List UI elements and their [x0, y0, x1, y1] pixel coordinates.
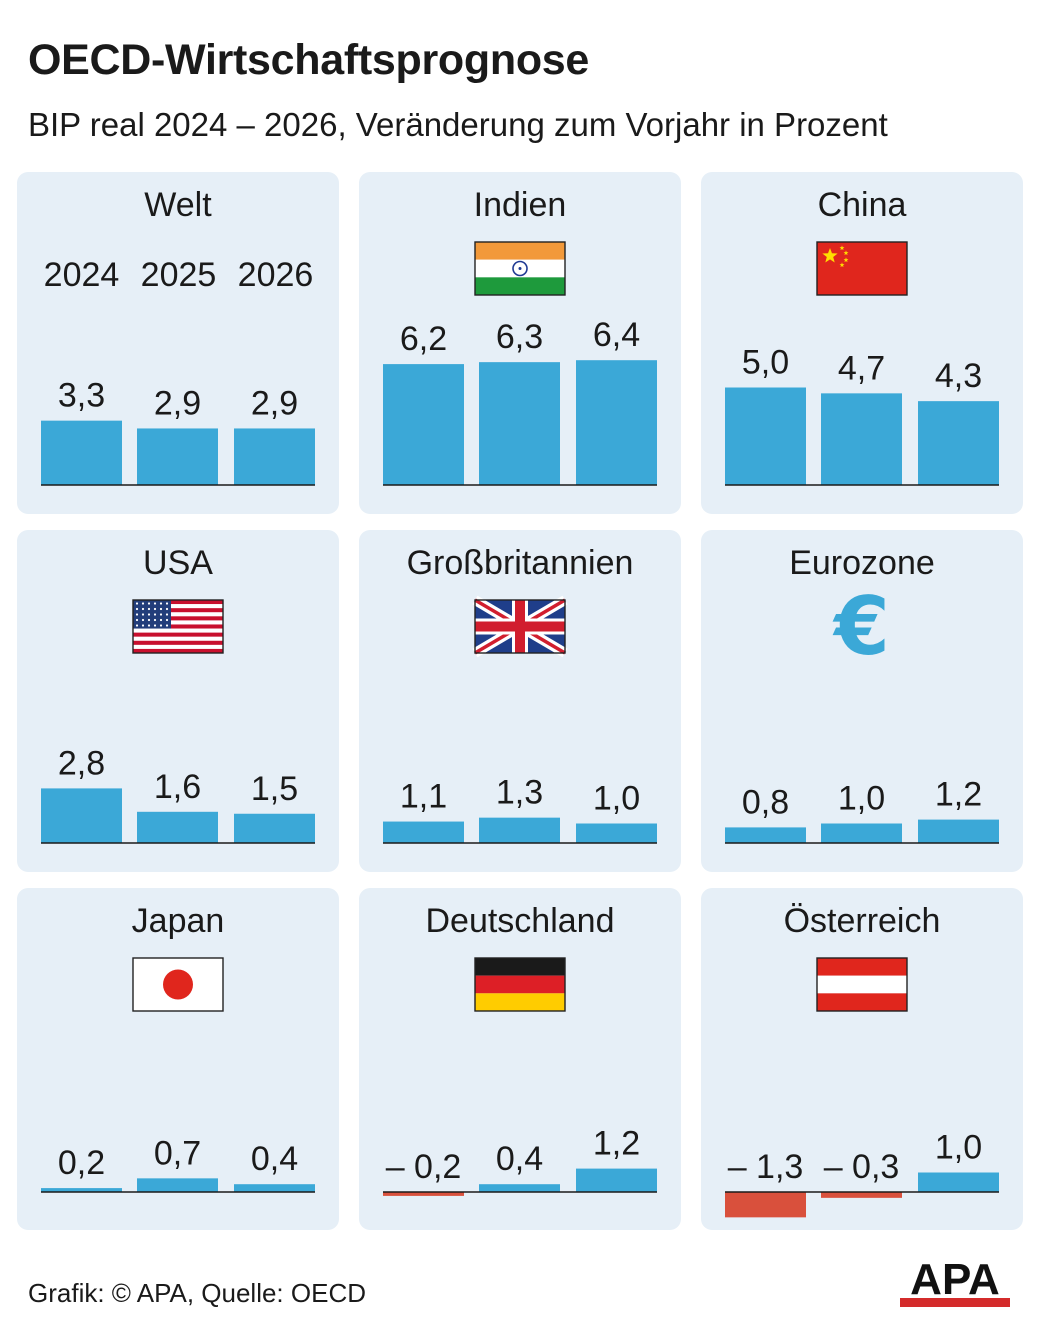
flag-uk-icon [472, 595, 568, 658]
flag-japan-icon [132, 957, 224, 1012]
value-label: 6,3 [496, 318, 543, 356]
bar-2026 [234, 813, 315, 843]
panel-oesterreich: Österreich – 1,3 – 0,3 1,0 [701, 888, 1023, 1230]
bar-2026 [234, 1184, 315, 1192]
value-label: 2,9 [154, 384, 201, 422]
value-label: 4,3 [935, 357, 982, 395]
bar-chart-japan: 0,2 0,7 0,4 [41, 957, 315, 1193]
value-label: 3,3 [58, 377, 105, 415]
panel-deutschland: Deutschland – 0,2 0,4 1,2 [359, 888, 681, 1230]
country-label: USA [143, 544, 213, 582]
value-label: 0,8 [742, 783, 789, 821]
apa-logo-text: APA [910, 1258, 1000, 1304]
country-label: Indien [473, 186, 567, 224]
bar-2025 [821, 393, 902, 485]
country-label: China [817, 186, 907, 224]
value-label: 6,2 [400, 320, 447, 358]
bar-chart-china: 5,0 4,7 4,3 [725, 241, 999, 486]
country-label: Eurozone [789, 544, 935, 582]
bar-2025 [821, 1192, 902, 1198]
value-label: 1,0 [838, 780, 885, 818]
bar-2025 [479, 817, 560, 843]
value-label: 2,9 [251, 384, 298, 422]
value-label: 1,0 [935, 1129, 982, 1167]
bar-2026 [918, 1172, 999, 1192]
bar-2024 [383, 821, 464, 843]
value-label: 1,3 [496, 774, 543, 812]
value-label: 0,2 [58, 1144, 105, 1182]
svg-text:€: € [832, 580, 890, 673]
bar-2024 [383, 1192, 464, 1196]
flag-china-icon [816, 241, 908, 296]
chart-title: OECD-Wirtschaftsprognose [28, 36, 590, 84]
bar-2024 [41, 420, 122, 485]
bar-chart-indien: 6,2 6,3 6,4 [383, 241, 657, 486]
bar-2025 [479, 1184, 560, 1192]
bar-2026 [576, 1168, 657, 1192]
value-label: 6,4 [593, 316, 640, 354]
bar-chart-grossbritannien: 1,1 1,3 1,0 [383, 595, 657, 844]
bar-2025 [821, 823, 902, 843]
panel-usa: USA 2,8 1,6 1,5 [17, 530, 339, 872]
country-label: Japan [131, 902, 225, 940]
bar-2026 [918, 401, 999, 485]
value-label: 1,0 [593, 780, 640, 818]
bar-2026 [576, 360, 657, 485]
bar-2024 [383, 364, 464, 485]
year-label: 2026 [237, 256, 314, 294]
value-label: 0,7 [154, 1134, 201, 1172]
flag-austria-icon [816, 957, 908, 1012]
flag-germany-icon [474, 957, 566, 1012]
bar-2025 [479, 362, 560, 485]
value-label: 1,2 [935, 776, 982, 814]
source-credit: Grafik: © APA, Quelle: OECD [28, 1278, 366, 1308]
value-label: 0,4 [496, 1140, 543, 1178]
panel-indien: Indien 6,2 6,3 6,4 [359, 172, 681, 514]
panel-welt: Welt 3,3 2,9 2,9 2024 2025 2026 [17, 172, 339, 514]
bar-2026 [576, 823, 657, 843]
chart-subtitle: BIP real 2024 – 2026, Veränderung zum Vo… [28, 106, 888, 143]
flag-india-icon [474, 241, 566, 296]
flag-usa-icon [132, 599, 224, 654]
value-label: 1,6 [154, 768, 201, 806]
panel-china: China 5,0 4,7 4,3 [701, 172, 1023, 514]
value-label: 0,4 [251, 1140, 298, 1178]
euro-icon: € [832, 580, 890, 673]
apa-logo: APA [900, 1258, 1010, 1307]
bar-2025 [137, 811, 218, 843]
bar-chart-oesterreich: – 1,3 – 0,3 1,0 [725, 957, 999, 1218]
value-label: – 0,2 [386, 1148, 462, 1186]
bar-2024 [41, 1188, 122, 1192]
country-label: Österreich [783, 902, 941, 940]
bar-chart-eurozone: €0,8 1,0 1,2 [725, 580, 999, 844]
value-label: – 0,3 [824, 1148, 900, 1186]
bar-2025 [137, 1178, 218, 1192]
value-label: – 1,3 [728, 1148, 804, 1186]
value-label: 5,0 [742, 344, 789, 382]
bar-chart-welt: 3,3 2,9 2,9 [41, 377, 315, 486]
bar-2024 [725, 387, 806, 485]
value-label: 1,5 [251, 770, 298, 808]
bar-2024 [725, 1192, 806, 1218]
value-label: 1,1 [400, 778, 447, 816]
country-label: Großbritannien [406, 544, 634, 582]
panel-grossbritannien: Großbritannien 1,1 1,3 1,0 [359, 530, 681, 872]
bar-2026 [234, 428, 315, 485]
bar-2026 [918, 819, 999, 843]
value-label: 4,7 [838, 349, 885, 387]
bar-2024 [725, 827, 806, 843]
bar-chart-usa: 2,8 1,6 1,5 [41, 599, 315, 844]
apa-logo-bar [900, 1298, 1010, 1307]
panel-japan: Japan 0,2 0,7 0,4 [17, 888, 339, 1230]
bar-chart-deutschland: – 0,2 0,4 1,2 [383, 957, 657, 1196]
panel-eurozone: Eurozone €0,8 1,0 1,2 [701, 530, 1023, 872]
value-label: 2,8 [58, 744, 105, 782]
country-label: Welt [144, 186, 212, 224]
value-label: 1,2 [593, 1125, 640, 1163]
country-label: Deutschland [425, 902, 615, 940]
year-label: 2025 [140, 256, 217, 294]
bar-2025 [137, 428, 218, 485]
bar-2024 [41, 788, 122, 843]
year-label: 2024 [43, 256, 120, 294]
